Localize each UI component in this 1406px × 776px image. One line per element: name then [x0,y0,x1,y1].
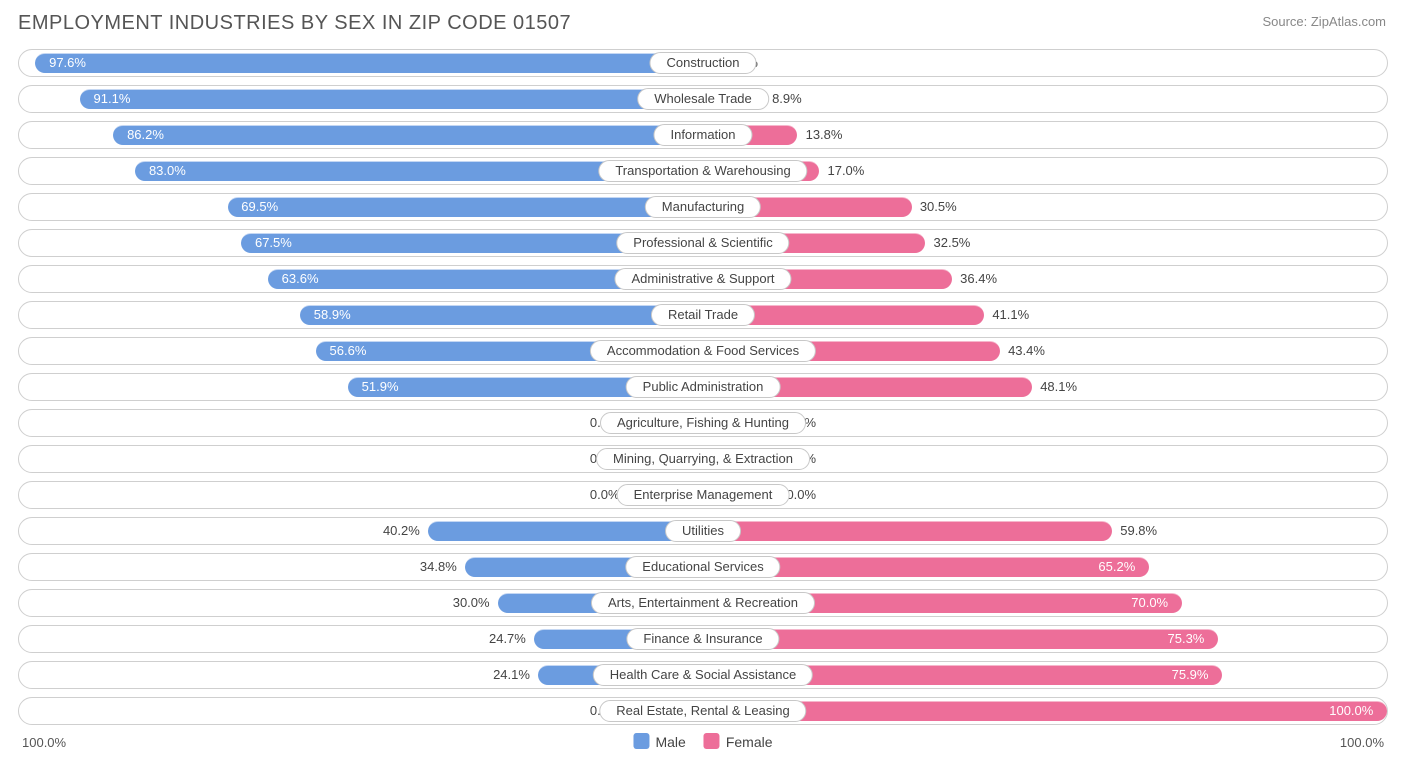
row-label-pill: Manufacturing [645,196,761,218]
row-label-pill: Transportation & Warehousing [598,160,807,182]
chart-row: Finance & Insurance 24.7% 75.3% [18,625,1388,653]
male-bar [113,125,703,145]
axis-left-label: 100.0% [22,735,66,750]
row-label-pill: Administrative & Support [614,268,791,290]
female-value-label: 43.4% [1008,338,1045,364]
chart-row: Administrative & Support 63.6% 36.4% [18,265,1388,293]
chart-footer: 100.0% Male Female 100.0% [18,733,1388,757]
row-label-pill: Educational Services [625,556,780,578]
row-label-pill: Public Administration [626,376,781,398]
male-value-label: 24.7% [489,626,526,652]
axis-right-label: 100.0% [1340,735,1384,750]
female-value-label: 13.8% [806,122,843,148]
female-value-label: 75.3% [1168,626,1205,652]
chart-row: Real Estate, Rental & Leasing0.0%100.0% [18,697,1388,725]
chart-row: Wholesale Trade 91.1% 8.9% [18,85,1388,113]
male-value-label: 24.1% [493,662,530,688]
male-value-label: 58.9% [314,302,351,328]
chart-row: Professional & Scientific 67.5% 32.5% [18,229,1388,257]
row-label-pill: Arts, Entertainment & Recreation [591,592,815,614]
chart-row: Manufacturing 69.5% 30.5% [18,193,1388,221]
legend-male-label: Male [655,734,685,750]
male-value-label: 97.6% [49,50,86,76]
chart-row: Health Care & Social Assistance 24.1% 75.9… [18,661,1388,689]
female-value-label: 0.0% [786,482,816,508]
male-value-label: 63.6% [282,266,319,292]
female-value-label: 48.1% [1040,374,1077,400]
legend-male: Male [633,733,685,750]
female-bar [703,521,1112,541]
chart-row: Agriculture, Fishing & Hunting0.0%0.0% [18,409,1388,437]
chart-row: Public Administration 51.9% 48.1% [18,373,1388,401]
female-value-label: 8.9% [772,86,802,112]
chart-row: Mining, Quarrying, & Extraction0.0%0.0% [18,445,1388,473]
legend-female-label: Female [726,734,773,750]
female-value-label: 65.2% [1098,554,1135,580]
chart-title: EMPLOYMENT INDUSTRIES BY SEX IN ZIP CODE… [18,12,1388,35]
legend: Male Female [633,733,772,750]
chart-row: Accommodation & Food Services 56.6% 43.4% [18,337,1388,365]
male-value-label: 83.0% [149,158,186,184]
row-label-pill: Health Care & Social Assistance [593,664,813,686]
row-label-pill: Construction [650,52,757,74]
chart-row: Information 86.2% 13.8% [18,121,1388,149]
diverging-bar-chart: Construction97.6%2.5%Wholesale Trade91.1… [18,49,1388,725]
row-label-pill: Retail Trade [651,304,755,326]
female-bar [703,629,1218,649]
female-swatch [704,733,720,749]
row-label-pill: Utilities [665,520,741,542]
female-value-label: 36.4% [960,266,997,292]
male-value-label: 30.0% [453,590,490,616]
row-label-pill: Real Estate, Rental & Leasing [599,700,806,722]
male-value-label: 40.2% [383,518,420,544]
male-value-label: 86.2% [127,122,164,148]
source-label: Source: ZipAtlas.com [1262,14,1386,29]
female-value-label: 100.0% [1329,698,1373,724]
male-value-label: 69.5% [241,194,278,220]
male-swatch [633,733,649,749]
male-value-label: 0.0% [590,482,620,508]
row-label-pill: Agriculture, Fishing & Hunting [600,412,806,434]
row-label-pill: Wholesale Trade [637,88,769,110]
male-bar [80,89,703,109]
row-label-pill: Information [653,124,752,146]
female-value-label: 32.5% [934,230,971,256]
chart-row: Construction97.6%2.5% [18,49,1388,77]
male-value-label: 34.8% [420,554,457,580]
male-bar [300,305,703,325]
chart-row: Transportation & Warehousing 83.0% 17.0% [18,157,1388,185]
male-value-label: 91.1% [94,86,131,112]
legend-female: Female [704,733,773,750]
male-bar [228,197,703,217]
male-bar [428,521,703,541]
female-value-label: 41.1% [992,302,1029,328]
female-value-label: 70.0% [1131,590,1168,616]
female-value-label: 59.8% [1120,518,1157,544]
chart-row: Enterprise Management0.0% 0.0% [18,481,1388,509]
chart-row: Arts, Entertainment & Recreation 30.0% 70.… [18,589,1388,617]
chart-row: Retail Trade 58.9% 41.1% [18,301,1388,329]
row-label-pill: Professional & Scientific [616,232,789,254]
row-label-pill: Finance & Insurance [626,628,779,650]
male-value-label: 51.9% [362,374,399,400]
male-value-label: 67.5% [255,230,292,256]
female-value-label: 30.5% [920,194,957,220]
row-label-pill: Mining, Quarrying, & Extraction [596,448,810,470]
female-value-label: 75.9% [1172,662,1209,688]
female-value-label: 17.0% [827,158,864,184]
male-value-label: 56.6% [330,338,367,364]
male-bar [35,53,703,73]
row-label-pill: Enterprise Management [617,484,790,506]
row-label-pill: Accommodation & Food Services [590,340,816,362]
chart-row: Educational Services 34.8% 65.2% [18,553,1388,581]
chart-row: Utilities 40.2% 59.8% [18,517,1388,545]
